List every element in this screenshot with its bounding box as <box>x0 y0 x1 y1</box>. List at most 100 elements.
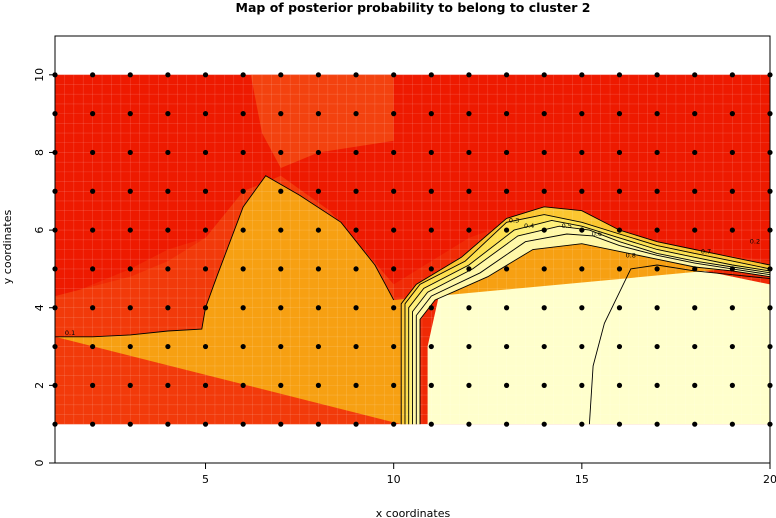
data-point <box>579 188 585 194</box>
data-point <box>90 421 96 427</box>
data-point <box>240 227 246 233</box>
data-point <box>466 72 472 78</box>
x-tick-label: 20 <box>763 473 776 486</box>
data-point <box>616 343 623 350</box>
data-point <box>541 72 547 78</box>
x-axis: 5 10 15 20 <box>202 462 776 486</box>
data-point <box>692 188 698 194</box>
contour-labels: 0.1 0.3 0.4 0.5 0.6 0.8 0.7 0.2 <box>65 216 760 337</box>
data-point <box>654 382 660 388</box>
data-point <box>541 305 547 311</box>
data-point <box>315 72 322 78</box>
data-point <box>692 266 698 272</box>
data-point <box>616 382 623 388</box>
data-point <box>541 188 547 194</box>
data-point <box>353 343 359 350</box>
data-point <box>165 305 171 311</box>
data-point <box>315 266 322 272</box>
data-point <box>315 227 322 233</box>
data-point <box>616 227 623 233</box>
data-point <box>240 72 246 78</box>
probability-field <box>55 74 770 425</box>
data-point <box>579 382 585 388</box>
data-point <box>240 111 246 117</box>
data-point <box>391 343 397 350</box>
data-point <box>654 188 660 194</box>
data-point <box>466 421 472 427</box>
data-point <box>240 266 246 272</box>
data-point <box>503 72 510 78</box>
data-point <box>616 111 623 117</box>
y-tick-label: 2 <box>33 382 46 389</box>
data-point <box>127 188 133 194</box>
data-point <box>202 111 209 117</box>
data-point <box>729 421 735 427</box>
contour-label: 0.7 <box>701 247 711 255</box>
data-point <box>729 266 735 272</box>
data-point <box>202 421 209 427</box>
data-point <box>428 188 434 194</box>
data-point <box>692 111 698 117</box>
data-point <box>428 72 434 78</box>
data-point <box>202 343 209 350</box>
data-point <box>353 111 359 117</box>
data-point <box>503 227 510 233</box>
contour-line-0.4 <box>408 219 770 425</box>
data-point <box>579 305 585 311</box>
data-point <box>654 111 660 117</box>
region-0 <box>55 74 770 300</box>
data-point <box>466 343 472 350</box>
data-point <box>202 266 209 272</box>
data-point <box>240 305 246 311</box>
x-tick-label: 10 <box>387 473 401 486</box>
y-tick-label: 6 <box>33 227 46 234</box>
data-point <box>90 149 96 156</box>
data-point <box>315 111 322 117</box>
data-point <box>127 305 133 311</box>
y-axis-label: y coordinates <box>1 210 14 285</box>
data-point <box>466 227 472 233</box>
data-point <box>202 149 209 156</box>
contour-lines <box>55 175 770 425</box>
data-point <box>503 305 510 311</box>
contour-line-0.8 <box>588 264 770 425</box>
data-point <box>90 305 96 311</box>
data-point <box>127 111 133 117</box>
data-point <box>541 343 547 350</box>
data-point <box>315 305 322 311</box>
data-point <box>692 343 698 350</box>
data-point <box>278 111 284 117</box>
data-point <box>654 421 660 427</box>
data-point <box>654 266 660 272</box>
data-point <box>165 149 171 156</box>
data-point <box>654 149 660 156</box>
data-point <box>692 227 698 233</box>
data-point <box>240 343 246 350</box>
data-point <box>278 382 284 388</box>
contour-line-0.6 <box>415 233 770 425</box>
data-point <box>729 343 735 350</box>
data-point <box>127 421 133 427</box>
data-point <box>616 305 623 311</box>
y-axis: 0 2 4 6 8 10 <box>33 68 56 467</box>
data-point <box>353 421 359 427</box>
data-point <box>729 382 735 388</box>
data-point <box>616 149 623 156</box>
data-point <box>541 266 547 272</box>
contour-label: 0.6 <box>592 230 602 238</box>
data-point <box>90 188 96 194</box>
data-point <box>165 227 171 233</box>
region-3 <box>427 261 770 425</box>
data-point <box>127 227 133 233</box>
data-point <box>278 149 284 156</box>
data-point <box>579 111 585 117</box>
data-point <box>466 266 472 272</box>
data-point <box>729 149 735 156</box>
data-point <box>391 188 397 194</box>
data-point <box>353 266 359 272</box>
data-point <box>616 72 623 78</box>
y-tick-label: 4 <box>33 304 46 311</box>
data-point <box>278 343 284 350</box>
data-point <box>541 149 547 156</box>
data-point <box>654 227 660 233</box>
